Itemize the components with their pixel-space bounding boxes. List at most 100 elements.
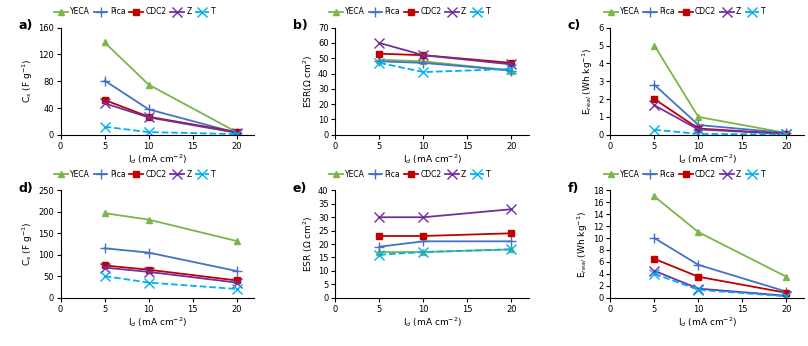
- Line: CDC2: CDC2: [651, 255, 790, 296]
- Text: d): d): [18, 182, 33, 195]
- Line: CDC2: CDC2: [101, 97, 240, 136]
- Z: [507, 207, 516, 211]
- Y-axis label: E$_{real}$ (Wh kg$^{-1}$): E$_{real}$ (Wh kg$^{-1}$): [581, 48, 595, 115]
- T: [375, 253, 385, 257]
- CDC2: [419, 53, 428, 57]
- Pica: [693, 263, 703, 267]
- Line: CDC2: CDC2: [376, 230, 515, 239]
- T: [693, 132, 703, 136]
- Y-axis label: C$_s$ (F g$^{-1}$): C$_s$ (F g$^{-1}$): [21, 222, 35, 266]
- Y-axis label: C$_s$ (F g$^{-1}$): C$_s$ (F g$^{-1}$): [20, 59, 35, 103]
- Line: CDC2: CDC2: [651, 95, 790, 137]
- Line: Pica: Pica: [650, 80, 791, 138]
- CDC2: [781, 291, 791, 295]
- Pica: [144, 107, 154, 111]
- CDC2: [507, 231, 516, 235]
- Z: [375, 215, 385, 219]
- CDC2: [232, 130, 242, 134]
- Line: T: T: [375, 245, 516, 260]
- T: [144, 130, 154, 134]
- T: [650, 128, 659, 132]
- T: [693, 288, 703, 292]
- Pica: [144, 251, 154, 255]
- Line: Pica: Pica: [99, 244, 242, 276]
- Line: Z: Z: [650, 266, 791, 301]
- CDC2: [99, 98, 109, 102]
- T: [781, 294, 791, 299]
- CDC2: [650, 257, 659, 261]
- Pica: [650, 236, 659, 240]
- Line: Pica: Pica: [375, 56, 516, 75]
- CDC2: [419, 234, 428, 238]
- Line: YECA: YECA: [101, 39, 240, 136]
- Z: [232, 131, 242, 135]
- Z: [650, 103, 659, 107]
- T: [144, 281, 154, 285]
- Pica: [375, 245, 385, 249]
- T: [99, 125, 109, 129]
- Pica: [419, 61, 428, 65]
- CDC2: [507, 61, 516, 65]
- YECA: [375, 58, 385, 62]
- Z: [693, 286, 703, 291]
- Line: YECA: YECA: [651, 193, 790, 280]
- Line: YECA: YECA: [376, 56, 515, 74]
- Pica: [419, 239, 428, 244]
- CDC2: [144, 268, 154, 272]
- Pica: [693, 123, 703, 127]
- CDC2: [375, 234, 385, 238]
- Y-axis label: ESR(Ω cm$^{2}$): ESR(Ω cm$^{2}$): [301, 54, 315, 108]
- Z: [144, 270, 154, 274]
- Z: [419, 53, 428, 57]
- CDC2: [99, 263, 109, 267]
- CDC2: [781, 132, 791, 136]
- X-axis label: I$_d$ (mA cm$^{-2}$): I$_d$ (mA cm$^{-2}$): [402, 152, 462, 166]
- Z: [507, 62, 516, 66]
- Line: Z: Z: [375, 38, 516, 69]
- CDC2: [375, 52, 385, 56]
- Legend: YECA, Pica, CDC2, Z, T: YECA, Pica, CDC2, Z, T: [600, 167, 768, 182]
- Line: Pica: Pica: [375, 236, 516, 252]
- Z: [693, 127, 703, 131]
- YECA: [232, 130, 242, 134]
- YECA: [507, 247, 516, 252]
- X-axis label: I$_d$ (mA cm$^{-2}$): I$_d$ (mA cm$^{-2}$): [678, 152, 737, 166]
- Line: YECA: YECA: [651, 42, 790, 136]
- T: [781, 132, 791, 136]
- Z: [232, 281, 242, 285]
- Line: T: T: [375, 58, 516, 77]
- Pica: [650, 83, 659, 87]
- Legend: YECA, Pica, CDC2, Z, T: YECA, Pica, CDC2, Z, T: [326, 4, 494, 19]
- YECA: [99, 211, 109, 215]
- Line: T: T: [650, 269, 791, 301]
- X-axis label: I$_d$ (mA cm$^{-2}$): I$_d$ (mA cm$^{-2}$): [128, 315, 187, 329]
- X-axis label: I$_d$ (mA cm$^{-2}$): I$_d$ (mA cm$^{-2}$): [678, 315, 737, 329]
- YECA: [693, 230, 703, 234]
- YECA: [419, 59, 428, 63]
- Line: YECA: YECA: [376, 246, 515, 255]
- YECA: [419, 250, 428, 254]
- Z: [144, 115, 154, 119]
- Line: T: T: [99, 271, 242, 294]
- Z: [375, 41, 385, 45]
- Pica: [781, 131, 791, 135]
- YECA: [144, 218, 154, 222]
- Z: [99, 265, 109, 270]
- Z: [99, 101, 109, 106]
- T: [375, 61, 385, 65]
- Pica: [781, 290, 791, 294]
- Text: f): f): [568, 182, 579, 195]
- Line: YECA: YECA: [101, 210, 240, 245]
- Line: T: T: [99, 122, 242, 139]
- T: [232, 287, 242, 291]
- Pica: [232, 269, 242, 273]
- Pica: [99, 79, 109, 83]
- Pica: [507, 69, 516, 73]
- T: [419, 70, 428, 74]
- YECA: [232, 239, 242, 243]
- Pica: [507, 239, 516, 244]
- X-axis label: I$_d$ (mA cm$^{-2}$): I$_d$ (mA cm$^{-2}$): [128, 152, 187, 166]
- YECA: [781, 275, 791, 279]
- T: [232, 132, 242, 136]
- CDC2: [232, 278, 242, 282]
